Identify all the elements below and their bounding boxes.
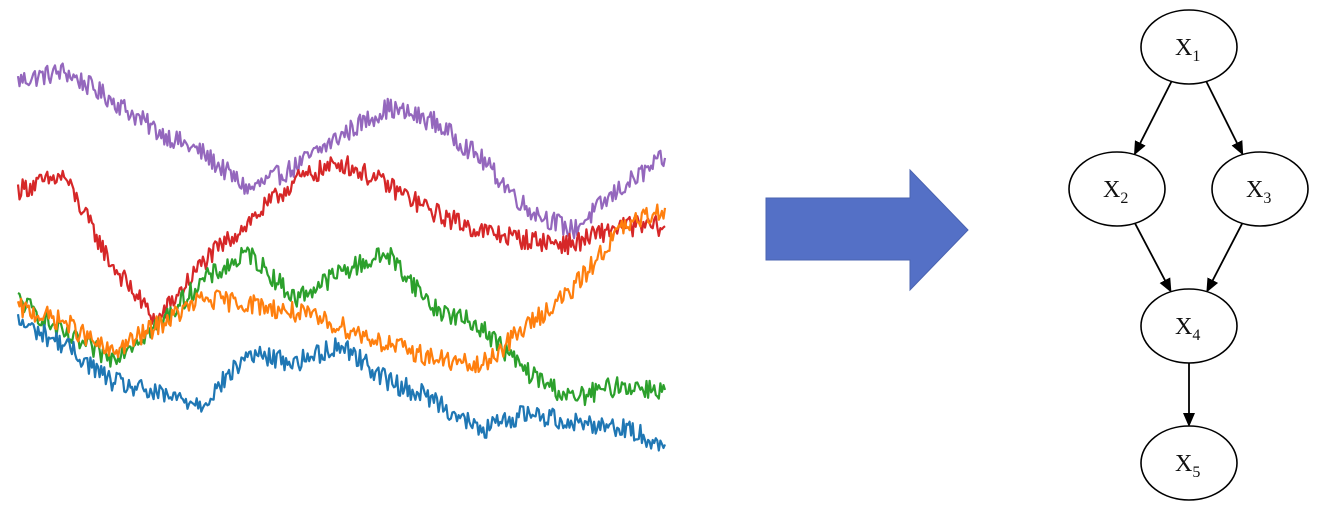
edge-x3-x4 bbox=[1206, 222, 1243, 293]
node-label: X2 bbox=[1103, 177, 1128, 207]
node-ellipse bbox=[1211, 151, 1309, 227]
time-series-chart bbox=[16, 62, 667, 452]
series-line bbox=[16, 314, 667, 452]
node-x1: X1 bbox=[1140, 9, 1238, 85]
node-subscript: 5 bbox=[1192, 464, 1200, 481]
node-ellipse bbox=[1140, 9, 1238, 85]
edge-x1-x3 bbox=[1205, 81, 1244, 156]
node-letter: X bbox=[1175, 314, 1192, 340]
node-subscript: 4 bbox=[1192, 327, 1200, 344]
series-line bbox=[16, 203, 667, 374]
node-x3: X3 bbox=[1211, 151, 1309, 227]
node-ellipse bbox=[1140, 288, 1238, 364]
series-line bbox=[17, 246, 667, 407]
right-arrow-icon bbox=[765, 168, 969, 292]
node-label: X4 bbox=[1175, 314, 1200, 344]
node-letter: X bbox=[1175, 451, 1192, 477]
series-line bbox=[16, 155, 666, 326]
node-subscript: 2 bbox=[1120, 190, 1128, 207]
node-subscript: 1 bbox=[1192, 48, 1200, 65]
node-ellipse bbox=[1140, 425, 1238, 501]
node-letter: X bbox=[1103, 177, 1120, 203]
node-letter: X bbox=[1175, 35, 1192, 61]
node-subscript: 3 bbox=[1263, 190, 1271, 207]
node-x4: X4 bbox=[1140, 288, 1238, 364]
edge-x1-x2 bbox=[1133, 81, 1173, 156]
node-x5: X5 bbox=[1140, 425, 1238, 501]
node-label: X5 bbox=[1175, 451, 1200, 481]
node-label: X1 bbox=[1175, 35, 1200, 65]
node-x2: X2 bbox=[1068, 151, 1166, 227]
node-ellipse bbox=[1068, 151, 1166, 227]
edge-x2-x4 bbox=[1134, 222, 1172, 293]
node-letter: X bbox=[1246, 177, 1263, 203]
series-line bbox=[16, 62, 667, 240]
node-label: X3 bbox=[1246, 177, 1271, 207]
